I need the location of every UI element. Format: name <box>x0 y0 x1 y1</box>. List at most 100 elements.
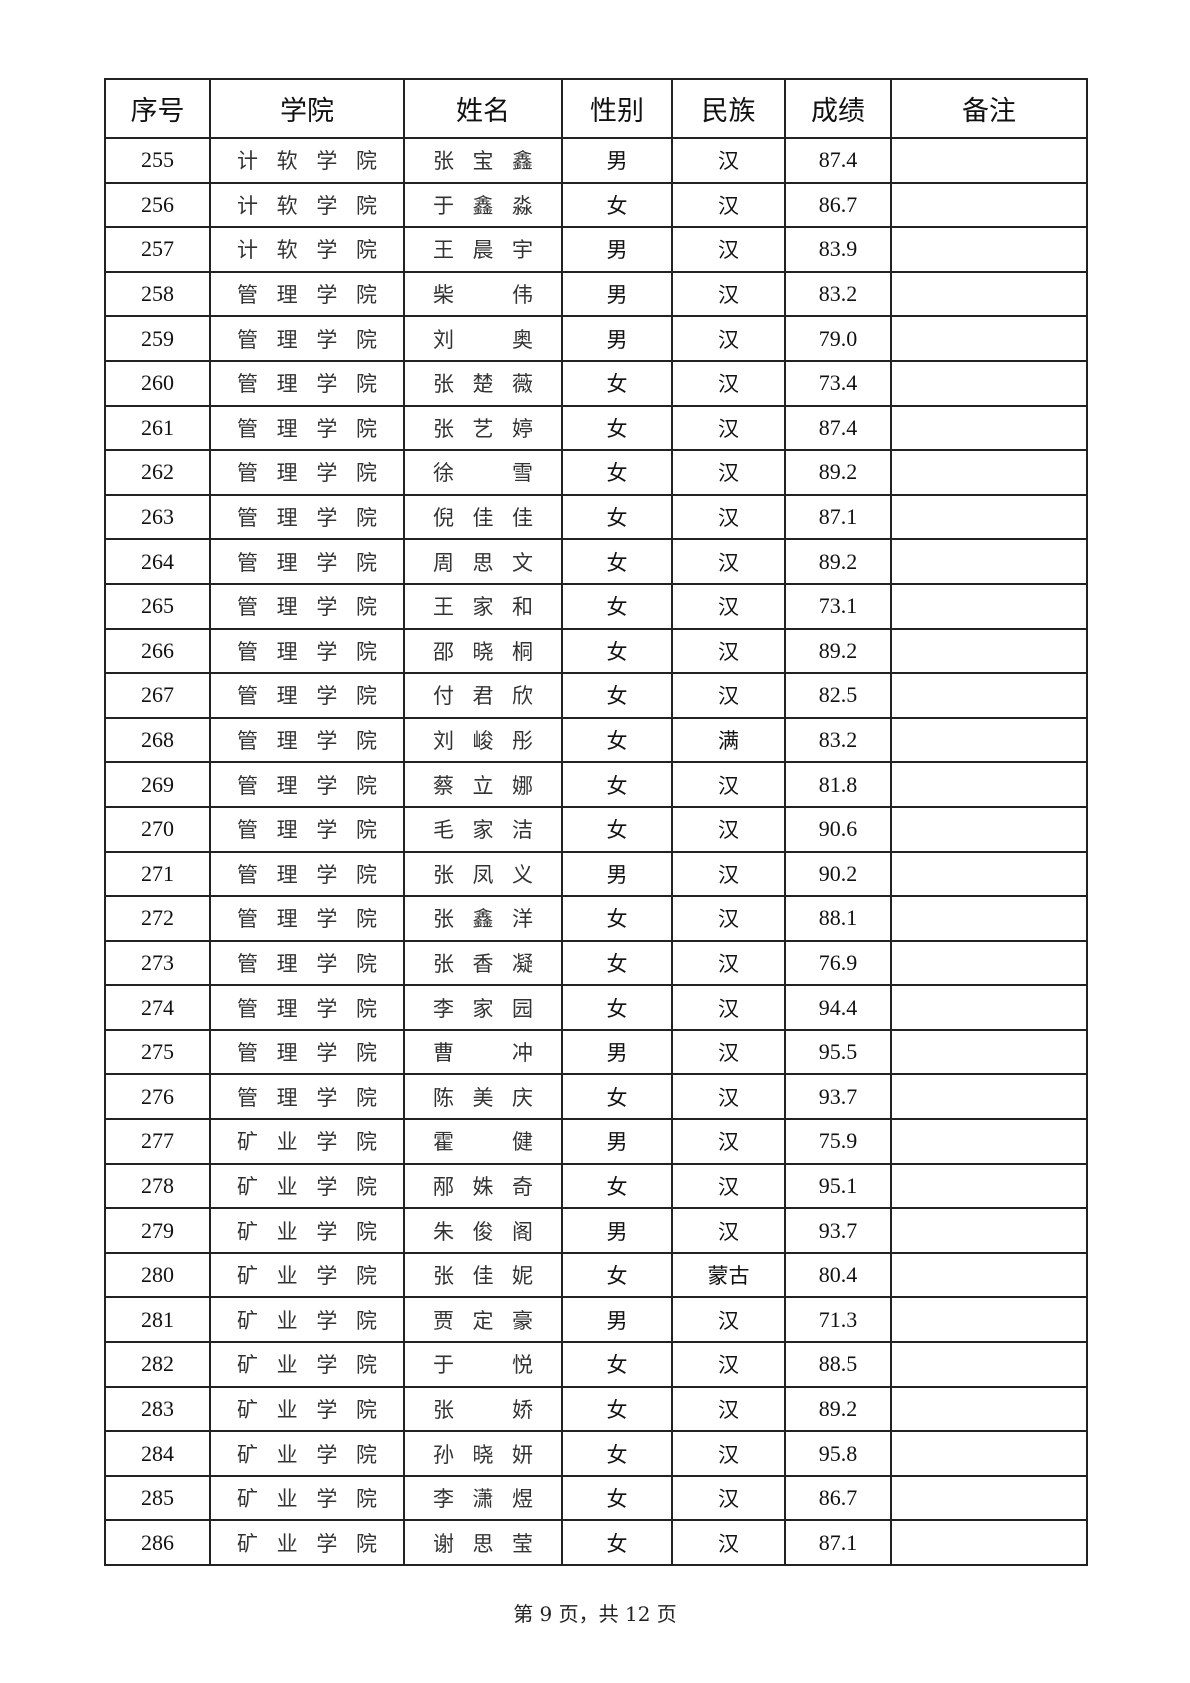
cell-name-text: 霍健 <box>433 1130 533 1155</box>
cell-college: 管理学院 <box>209 315 405 362</box>
table-row: 268 管理学院 刘峻彤 女满 83.2 <box>104 716 1088 764</box>
cell-remarks <box>890 1207 1088 1254</box>
cell-index: 262 <box>104 449 211 496</box>
cell-ethnicity: 汉 <box>671 1519 786 1566</box>
cell-college: 管理学院 <box>209 270 405 318</box>
cell-remarks <box>890 1028 1088 1076</box>
cell-score: 87.4 <box>784 137 892 184</box>
cell-name: 陈美庆 <box>403 1073 563 1121</box>
cell-college: 矿业学院 <box>209 1430 405 1477</box>
cell-score: 88.5 <box>784 1341 892 1388</box>
cell-gender: 男 <box>561 1118 673 1165</box>
cell-ethnicity: 汉 <box>671 627 786 675</box>
table-row: 259 管理学院 刘奥 男汉 79.0 <box>104 315 1088 362</box>
cell-score: 93.7 <box>784 1207 892 1254</box>
cell-name: 张凤义 <box>403 850 563 898</box>
cell-name-text: 付君欣 <box>433 684 533 709</box>
cell-college: 管理学院 <box>209 404 405 452</box>
cell-score: 93.7 <box>784 1073 892 1121</box>
table-row: 285 矿业学院 李潇煜 女汉 86.7 <box>104 1474 1088 1522</box>
table-row: 286 矿业学院 谢思莹 女汉 87.1 <box>104 1519 1088 1566</box>
cell-ethnicity: 汉 <box>671 850 786 898</box>
cell-college: 管理学院 <box>209 449 405 496</box>
header-row: 序号 学院 姓名 性别 民族 成绩 备注 <box>104 78 1088 139</box>
cell-ethnicity: 汉 <box>671 181 786 229</box>
cell-college-text: 管理学院 <box>237 1041 377 1066</box>
cell-college-text: 管理学院 <box>237 461 377 486</box>
cell-gender: 男 <box>561 315 673 362</box>
cell-college: 管理学院 <box>209 1073 405 1121</box>
cell-name: 张佳妮 <box>403 1251 563 1299</box>
cell-ethnicity: 汉 <box>671 404 786 452</box>
cell-ethnicity: 汉 <box>671 538 786 585</box>
cell-index: 271 <box>104 850 211 898</box>
cell-ethnicity: 汉 <box>671 1296 786 1344</box>
cell-name-text: 张佳妮 <box>433 1264 533 1289</box>
cell-gender: 女 <box>561 1519 673 1566</box>
cell-gender: 女 <box>561 761 673 808</box>
cell-remarks <box>890 493 1088 541</box>
cell-remarks <box>890 226 1088 273</box>
cell-remarks <box>890 538 1088 585</box>
cell-score: 90.6 <box>784 805 892 853</box>
table-body: 255 计软学院 张宝鑫男汉 87.4 256 计软学院 于鑫淼女汉 86.7 257 计软学院王… <box>104 137 1088 1566</box>
cell-score: 71.3 <box>784 1296 892 1344</box>
cell-college-text: 矿业学院 <box>237 1442 377 1467</box>
cell-index: 263 <box>104 493 211 541</box>
cell-index: 283 <box>104 1385 211 1433</box>
cell-index: 268 <box>104 716 211 764</box>
cell-index: 264 <box>104 538 211 585</box>
cell-college: 计软学院 <box>209 181 405 229</box>
cell-score: 95.8 <box>784 1430 892 1477</box>
cell-index: 270 <box>104 805 211 853</box>
cell-name-text: 刘奥 <box>433 327 533 352</box>
cell-name-text: 蔡立娜 <box>433 773 533 798</box>
cell-score: 95.5 <box>784 1028 892 1076</box>
cell-college: 管理学院 <box>209 1028 405 1076</box>
cell-ethnicity: 汉 <box>671 1430 786 1477</box>
table-row: 280 矿业学院 张佳妮 女蒙古 80.4 <box>104 1251 1088 1299</box>
cell-ethnicity: 汉 <box>671 449 786 496</box>
cell-gender: 男 <box>561 137 673 184</box>
cell-score: 90.2 <box>784 850 892 898</box>
cell-name-text: 张凤义 <box>433 862 533 887</box>
cell-gender: 女 <box>561 1251 673 1299</box>
cell-college-text: 管理学院 <box>237 506 377 531</box>
cell-score: 83.2 <box>784 716 892 764</box>
cell-score: 81.8 <box>784 761 892 808</box>
cell-gender: 女 <box>561 1385 673 1433</box>
cell-index: 260 <box>104 359 211 407</box>
cell-gender: 女 <box>561 1430 673 1477</box>
table-row: 255 计软学院 张宝鑫 男汉 87.4 <box>104 137 1088 184</box>
table-row: 276 管理学院 陈美庆 女汉 93.7 <box>104 1073 1088 1121</box>
table-row: 272 管理学院 张鑫洋 女汉 88.1 <box>104 895 1088 942</box>
cell-index: 259 <box>104 315 211 362</box>
cell-ethnicity: 汉 <box>671 1028 786 1076</box>
cell-remarks <box>890 805 1088 853</box>
cell-remarks <box>890 1251 1088 1299</box>
cell-remarks <box>890 1519 1088 1566</box>
cell-gender: 女 <box>561 895 673 942</box>
cell-college: 矿业学院 <box>209 1385 405 1433</box>
cell-college-text: 管理学院 <box>237 684 377 709</box>
cell-ethnicity: 汉 <box>671 939 786 987</box>
table-row: 283 矿业学院 张娇 女汉 89.2 <box>104 1385 1088 1433</box>
cell-name: 李家园 <box>403 984 563 1031</box>
cell-name-text: 刘峻彤 <box>433 729 533 754</box>
cell-index: 276 <box>104 1073 211 1121</box>
cell-college-text: 管理学院 <box>237 907 377 932</box>
cell-college-text: 管理学院 <box>237 327 377 352</box>
cell-name: 李潇煜 <box>403 1474 563 1522</box>
results-table: 序号 学院 姓名 性别 民族 成绩 备注 255 计软学院 张宝鑫男汉 87.4 256… <box>104 78 1088 1566</box>
cell-gender: 女 <box>561 1341 673 1388</box>
cell-gender: 女 <box>561 1073 673 1121</box>
header-score: 成绩 <box>784 78 892 139</box>
cell-college-text: 管理学院 <box>237 951 377 976</box>
cell-remarks <box>890 761 1088 808</box>
cell-college-text: 管理学院 <box>237 996 377 1021</box>
cell-index: 255 <box>104 137 211 184</box>
cell-name: 张宝鑫 <box>403 137 563 184</box>
table-row: 274 管理学院 李家园 女汉 94.4 <box>104 984 1088 1031</box>
cell-name: 徐雪 <box>403 449 563 496</box>
cell-name: 王家和 <box>403 582 563 630</box>
